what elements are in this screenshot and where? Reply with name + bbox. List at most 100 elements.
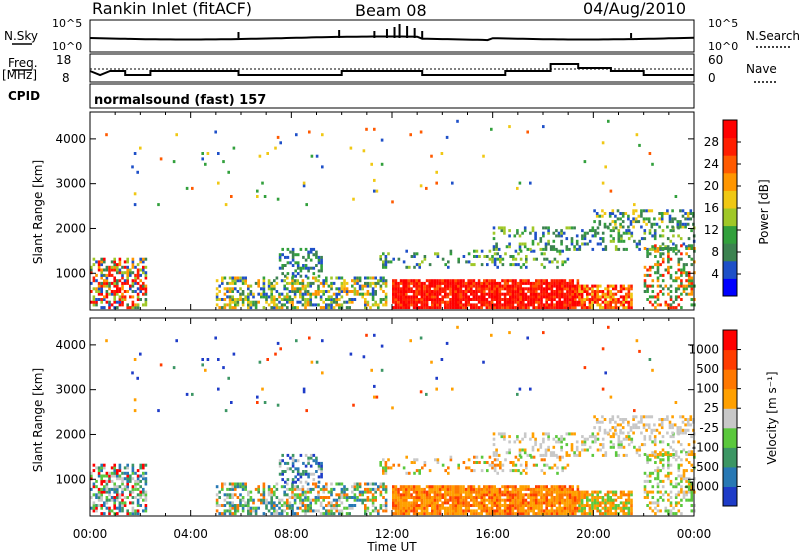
- data-cell: [667, 287, 670, 291]
- data-cell: [664, 300, 668, 304]
- data-cell: [680, 273, 683, 277]
- data-cell: [680, 490, 683, 494]
- data-cell: [325, 482, 328, 486]
- data-cell: [319, 487, 323, 491]
- data-cell: [361, 493, 364, 497]
- data-cell: [425, 290, 429, 293]
- data-cell: [278, 295, 281, 299]
- data-cell: [457, 496, 460, 499]
- data-cell: [570, 242, 574, 246]
- data-cell: [672, 448, 675, 452]
- data-cell: [215, 303, 219, 307]
- data-cell: [142, 284, 145, 288]
- data-cell: [692, 420, 695, 424]
- data-cell: [113, 469, 116, 473]
- data-cell: [498, 298, 502, 301]
- data-cell: [672, 485, 675, 489]
- data-cell: [562, 231, 566, 235]
- data-cell: [643, 229, 647, 233]
- data-cell: [364, 303, 367, 307]
- data-cell: [475, 298, 478, 301]
- data-cell: [131, 512, 135, 516]
- data-cell: [228, 482, 232, 486]
- data-cell: [204, 162, 207, 166]
- data-cell: [529, 501, 533, 505]
- data-cell: [661, 453, 665, 456]
- data-cell: [380, 368, 384, 372]
- data-cell: [131, 477, 135, 481]
- data-cell: [647, 415, 651, 419]
- data-cell: [394, 509, 398, 513]
- data-cell: [553, 490, 556, 494]
- data-cell: [257, 490, 260, 494]
- data-cell: [687, 453, 691, 456]
- data-cell: [260, 498, 263, 502]
- data-cell: [553, 485, 556, 489]
- data-cell: [548, 487, 551, 491]
- data-cell: [635, 448, 639, 452]
- data-cell: [139, 298, 142, 301]
- data-cell: [278, 498, 281, 502]
- data-cell: [671, 217, 674, 221]
- data-cell: [288, 295, 292, 299]
- data-cell: [301, 493, 305, 497]
- data-cell: [542, 437, 545, 441]
- data-cell: [366, 496, 370, 499]
- data-cell: [580, 504, 584, 507]
- data-cell: [677, 501, 681, 505]
- data-cell: [619, 509, 623, 513]
- data-cell: [126, 276, 129, 280]
- data-cell: [270, 300, 273, 304]
- data-cell: [252, 303, 255, 307]
- data-cell: [537, 485, 541, 489]
- data-cell: [353, 279, 357, 283]
- data-cell: [534, 443, 537, 447]
- data-cell: [281, 272, 284, 276]
- data-cell: [535, 300, 538, 304]
- data-cell: [420, 506, 424, 510]
- data-cell: [418, 287, 421, 291]
- data-cell: [611, 415, 615, 419]
- data-cell: [606, 509, 610, 513]
- data-cell: [576, 284, 580, 288]
- data-cell: [139, 485, 142, 489]
- data-cell: [648, 479, 652, 483]
- data-cell: [425, 493, 429, 497]
- data-cell: [361, 498, 364, 502]
- data-cell: [343, 279, 346, 283]
- data-cell: [576, 506, 580, 510]
- data-cell: [633, 239, 636, 243]
- data-cell: [609, 303, 612, 307]
- data-cell: [118, 279, 122, 283]
- data-cell: [614, 226, 618, 230]
- data-cell: [609, 284, 612, 288]
- data-cell: [596, 231, 600, 235]
- data-cell: [475, 512, 478, 516]
- data-cell: [265, 501, 268, 505]
- data-cell: [547, 242, 550, 246]
- data-cell: [609, 292, 612, 296]
- data-cell: [659, 273, 662, 277]
- data-cell: [351, 485, 354, 489]
- data-cell: [319, 298, 323, 301]
- data-cell: [349, 146, 353, 150]
- data-cell: [464, 300, 468, 304]
- data-cell: [672, 300, 675, 304]
- data-cell: [532, 306, 535, 310]
- data-cell: [412, 284, 416, 288]
- data-cell: [620, 239, 623, 243]
- data-cell: [441, 295, 444, 299]
- data-cell: [566, 303, 569, 307]
- data-cell: [606, 306, 610, 310]
- data-cell: [660, 418, 664, 421]
- data-cell: [296, 253, 300, 257]
- data-cell: [604, 165, 607, 169]
- data-cell: [614, 247, 618, 251]
- data-cell: [516, 493, 520, 497]
- data-cell: [142, 474, 145, 478]
- data-cell: [617, 437, 621, 441]
- data-cell: [690, 469, 694, 473]
- data-cell: [449, 504, 452, 507]
- data-cell: [356, 496, 359, 499]
- data-cell: [620, 445, 623, 449]
